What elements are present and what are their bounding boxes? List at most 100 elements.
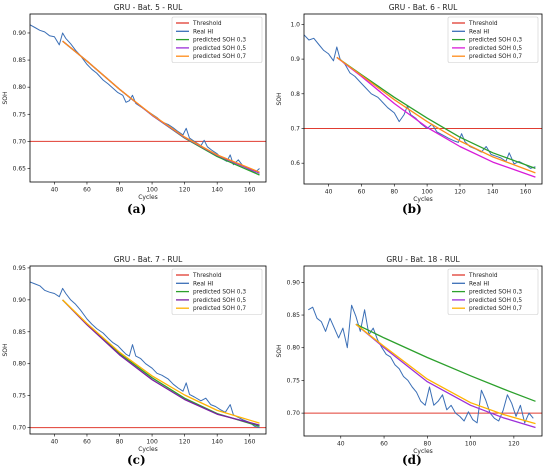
legend-label: Real HI [469, 29, 490, 35]
series-line-1 [30, 281, 260, 429]
x-tick-label: 60 [83, 439, 91, 446]
legend-label: Threshold [192, 273, 222, 279]
series-line-1 [308, 304, 534, 424]
series-line-4 [336, 56, 536, 174]
y-tick-label: 0.80 [13, 84, 27, 91]
series-line-4 [355, 323, 536, 425]
legend-label: Real HI [193, 281, 214, 287]
x-tick-label: 80 [116, 187, 124, 194]
x-tick-label: 160 [244, 187, 256, 194]
y-axis-label: SOH [2, 91, 9, 104]
legend: Threshold Real HI predicted SOH 0,3 predict… [171, 268, 263, 315]
y-axis-label: SOH [276, 344, 283, 357]
legend-label: predicted SOH 0,7 [193, 54, 246, 60]
x-axis-label: Cycles [138, 194, 158, 201]
chart-title: GRU - Bat. 7 - RUL [114, 255, 183, 264]
x-axis-label: Cycles [413, 448, 433, 455]
y-axis-label: SOH [276, 92, 283, 105]
chart-panel-a: GRU - Bat. 5 - RUL 40 60 80 100 120 140 160 0.65… [2, 3, 267, 201]
x-tick-label: 80 [116, 439, 124, 446]
legend-box [171, 268, 263, 315]
series-line-3 [355, 323, 536, 429]
x-tick-label: 60 [83, 187, 91, 194]
y-tick-label: 0.75 [13, 393, 27, 400]
x-tick-label: 40 [337, 441, 345, 448]
y-tick-label: 0.70 [13, 138, 27, 145]
y-tick-label: 0.85 [13, 329, 27, 336]
legend-label: predicted SOH 0,3 [193, 290, 246, 296]
y-tick-label: 0.75 [13, 111, 27, 118]
y-tick-label: 0.80 [13, 361, 27, 368]
chart-panel-b: GRU - Bat. 6 - RUL 40 60 80 100 120 140 160 0.6 0… [276, 3, 543, 203]
y-tick-label: 0.90 [13, 30, 27, 37]
y-tick-label: 1.0 [290, 21, 300, 28]
legend-label: Real HI [469, 281, 490, 287]
legend-label: Threshold [468, 273, 498, 279]
x-tick-label: 100 [421, 189, 433, 196]
legend: Threshold Real HI predicted SOH 0,3 predict… [171, 16, 263, 63]
y-tick-label: 0.70 [13, 425, 27, 432]
x-tick-label: 140 [211, 439, 223, 446]
legend-label: predicted SOH 0,5 [193, 298, 246, 304]
chart-panel-c: GRU - Bat. 7 - RUL 40 60 80 100 120 140 160 0.70… [2, 255, 267, 453]
x-tick-label: 60 [380, 441, 388, 448]
y-tick-label: 0.85 [287, 312, 301, 319]
legend-label: predicted SOH 0,5 [469, 298, 522, 304]
x-tick-label: 120 [179, 187, 191, 194]
y-tick-label: 0.90 [13, 297, 27, 304]
y-tick-label: 0.85 [13, 57, 27, 64]
legend-box [447, 16, 539, 63]
y-tick-label: 0.90 [287, 279, 301, 286]
chart-panel-d: GRU - Bat. 18 - RUL 40 60 80 100 120 0.70 0.75 0… [276, 255, 543, 455]
chart-title: GRU - Bat. 5 - RUL [114, 3, 183, 12]
x-tick-label: 100 [146, 439, 158, 446]
series-line-4 [62, 40, 260, 173]
plot-frame [29, 265, 267, 435]
legend-box [447, 268, 539, 315]
x-tick-label: 120 [179, 439, 191, 446]
y-axis-label: SOH [2, 343, 9, 356]
series-line-2 [336, 56, 536, 170]
x-tick-label: 100 [465, 441, 477, 448]
chart-title: GRU - Bat. 6 - RUL [389, 3, 458, 12]
x-tick-label: 160 [520, 189, 532, 196]
x-tick-label: 40 [325, 189, 333, 196]
x-tick-label: 100 [146, 187, 158, 194]
y-tick-label: 0.70 [287, 410, 301, 417]
legend-label: predicted SOH 0,7 [469, 54, 522, 60]
series-line-4 [62, 299, 260, 424]
plot-frame [29, 13, 267, 183]
series-line-3 [62, 299, 260, 426]
legend-label: Threshold [468, 21, 498, 27]
chart-title: GRU - Bat. 18 - RUL [386, 255, 460, 264]
legend-box [171, 16, 263, 63]
x-tick-label: 160 [244, 439, 256, 446]
y-tick-label: 0.65 [13, 165, 27, 172]
x-tick-label: 80 [390, 189, 398, 196]
y-tick-label: 0.95 [13, 265, 27, 272]
y-tick-label: 0.6 [290, 160, 300, 167]
panel-label-d: (d) [402, 453, 422, 467]
legend-label: predicted SOH 0,3 [193, 38, 246, 44]
y-tick-label: 0.8 [290, 91, 300, 98]
legend-label: predicted SOH 0,7 [193, 306, 246, 312]
y-tick-label: 0.9 [290, 56, 300, 63]
legend-label: predicted SOH 0,3 [469, 38, 522, 44]
x-axis-label: Cycles [413, 196, 433, 203]
legend-label: predicted SOH 0,3 [469, 290, 522, 296]
legend-label: predicted SOH 0,7 [469, 306, 522, 312]
x-tick-label: 120 [508, 441, 520, 448]
x-axis-label: Cycles [138, 446, 158, 453]
legend-label: predicted SOH 0,5 [469, 46, 522, 52]
panel-label-a: (a) [127, 202, 147, 216]
x-tick-label: 60 [358, 189, 366, 196]
y-tick-label: 0.75 [287, 377, 301, 384]
x-tick-label: 140 [487, 189, 499, 196]
legend-label: predicted SOH 0,5 [193, 46, 246, 52]
legend: Threshold Real HI predicted SOH 0,3 predict… [447, 268, 539, 315]
legend: Threshold Real HI predicted SOH 0,3 predict… [447, 16, 539, 63]
legend-label: Real HI [193, 29, 214, 35]
y-tick-label: 0.80 [287, 345, 301, 352]
x-tick-label: 140 [211, 187, 223, 194]
